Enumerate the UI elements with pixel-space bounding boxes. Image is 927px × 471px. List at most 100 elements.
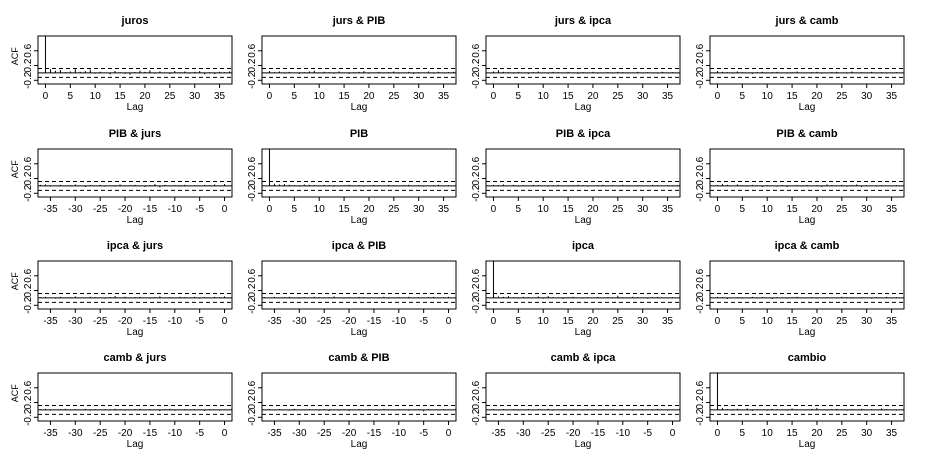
panel-13-x-tick-label-6: -5 [419,428,428,439]
panel-4-x-axis-label: Lag [127,215,144,226]
panel-7-y-tick-label-0: -0.2 [695,184,706,202]
panel-10-y-tick-label-1: 0.2 [471,283,482,297]
panel-4-x-tick-label-3: -20 [118,204,133,215]
panel-11-x-tick-label-7: 35 [886,316,898,327]
panel-0-x-tick-label-2: 10 [90,91,102,102]
panel-12-x-tick-label-7: 0 [222,428,228,439]
panel-6-y-tick-label-1: 0.2 [471,171,482,185]
panel-5-x-tick-label-0: 0 [267,204,273,215]
panel-1-x-tick-label-4: 20 [363,91,375,102]
panel-8-y-tick-label-1: 0.2 [23,283,34,297]
panel-5-title: PIB [350,128,368,140]
panel-12-y-tick-label-0: -0.2 [23,408,34,426]
panel-10-x-tick-label-0: 0 [491,316,497,327]
panel-15-x-tick-label-5: 25 [836,428,848,439]
panel-9-plot-frame [261,260,457,310]
panel-13-x-tick-label-2: -25 [317,428,332,439]
panel-0-x-tick-label-4: 20 [139,91,151,102]
panel-8-x-tick-label-4: -15 [143,316,158,327]
panel-8-x-tick-label-0: -35 [43,316,58,327]
panel-11-x-tick-label-5: 25 [836,316,848,327]
panel-0-x-tick-label-5: 25 [164,91,176,102]
panel-3-title: jurs & camb [775,15,839,27]
panel-12-x-tick-label-6: -5 [195,428,204,439]
panel-2-x-axis-label: Lag [575,102,592,113]
panel-1-x-axis-label: Lag [351,102,368,113]
panel-11-y-tick-label-1: 0.2 [695,283,706,297]
panel-1-x-tick-label-5: 25 [388,91,400,102]
panel-14-x-tick-label-1: -30 [516,428,531,439]
panel-6-x-tick-label-7: 35 [662,204,674,215]
panel-15-title: cambio [788,352,827,364]
panel-8-x-tick-label-5: -10 [168,316,183,327]
panel-7-y-tick-label-1: 0.2 [695,171,706,185]
panel-8-y-tick-label-2: 0.6 [23,268,34,282]
panel-13-x-tick-label-3: -20 [342,428,357,439]
panel-12-y-tick-label-2: 0.6 [23,380,34,394]
panel-11-y-tick-label-0: -0.2 [695,296,706,314]
panel-13-y-tick-label-0: -0.2 [247,408,258,426]
panel-3-x-tick-label-7: 35 [886,91,898,102]
panel-9-y-tick-label-1: 0.2 [247,283,258,297]
panel-10-x-tick-label-6: 30 [637,316,649,327]
panel-7-x-axis-label: Lag [799,215,816,226]
panel-14-x-tick-label-2: -25 [541,428,556,439]
panel-9-y-tick-label-0: -0.2 [247,296,258,314]
panel-0-x-axis-label: Lag [127,102,144,113]
panel-14-x-tick-label-5: -10 [616,428,631,439]
panel-7-plot-frame [709,148,905,198]
panel-2-x-tick-label-0: 0 [491,91,497,102]
panel-13-x-axis-label: Lag [351,439,368,450]
panel-0-title: juros [121,15,149,27]
panel-7-x-tick-label-0: 0 [715,204,721,215]
panel-5-x-tick-label-7: 35 [438,204,450,215]
panel-14-x-tick-label-4: -15 [591,428,606,439]
panel-8-x-tick-label-6: -5 [195,316,204,327]
panel-12-x-tick-label-3: -20 [118,428,133,439]
panel-6-y-tick-label-0: -0.2 [471,184,482,202]
panel-9-x-tick-label-6: -5 [419,316,428,327]
panel-4-y-tick-label-0: -0.2 [23,184,34,202]
panel-15-y-tick-label-1: 0.2 [695,395,706,409]
panel-1-x-tick-label-3: 15 [339,91,351,102]
panel-15-x-tick-label-4: 20 [811,428,823,439]
panel-3-y-tick-label-2: 0.6 [695,43,706,57]
panel-15-x-tick-label-1: 5 [740,428,746,439]
panel-14-x-tick-label-0: -35 [491,428,506,439]
panel-1-x-tick-label-6: 30 [413,91,425,102]
panel-7-x-tick-label-3: 15 [787,204,799,215]
panel-15-plot-frame [709,372,905,422]
panel-9-x-tick-label-1: -30 [292,316,307,327]
panel-0-x-tick-label-0: 0 [43,91,49,102]
panel-0-x-tick-label-3: 15 [115,91,127,102]
panel-10-x-tick-label-4: 20 [587,316,599,327]
panel-13-x-tick-label-4: -15 [367,428,382,439]
panel-5-y-tick-label-2: 0.6 [247,156,258,170]
panel-0-x-tick-label-1: 5 [68,91,74,102]
panel-9-x-tick-label-3: -20 [342,316,357,327]
panel-3-x-axis-label: Lag [799,102,816,113]
panel-9-x-tick-label-4: -15 [367,316,382,327]
panel-7-x-tick-label-6: 30 [861,204,873,215]
panel-0-y-tick-label-1: 0.2 [23,58,34,72]
panel-12-x-axis-label: Lag [127,439,144,450]
panel-3-x-tick-label-0: 0 [715,91,721,102]
panel-13-title: camb & PIB [328,352,389,364]
panel-2-x-tick-label-6: 30 [637,91,649,102]
panel-5-plot-frame [261,148,457,198]
panel-14-plot-frame [485,372,681,422]
panel-6-x-tick-label-2: 10 [538,204,550,215]
panel-8-x-tick-label-2: -25 [93,316,108,327]
panel-6-plot-frame [485,148,681,198]
panel-13-x-tick-label-5: -10 [392,428,407,439]
panel-8-x-tick-label-7: 0 [222,316,228,327]
panel-9-x-tick-label-0: -35 [267,316,282,327]
panel-5-x-tick-label-1: 5 [292,204,298,215]
panel-7-x-tick-label-7: 35 [886,204,898,215]
panel-2-plot-frame [485,35,681,85]
panel-14-y-tick-label-1: 0.2 [471,395,482,409]
panel-7-x-tick-label-4: 20 [811,204,823,215]
panel-4-x-tick-label-4: -15 [143,204,158,215]
panel-13-y-tick-label-1: 0.2 [247,395,258,409]
panel-6-x-tick-label-6: 30 [637,204,649,215]
